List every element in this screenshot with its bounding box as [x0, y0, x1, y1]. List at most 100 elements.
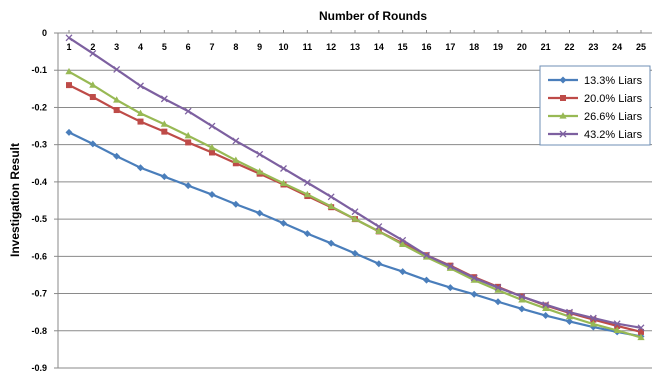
data-point — [208, 143, 216, 151]
data-point — [184, 107, 192, 115]
data-point — [613, 320, 621, 328]
data-point — [208, 122, 216, 130]
x-tick-label: 8 — [233, 42, 238, 52]
legend-marker — [560, 95, 566, 101]
legend-marker — [559, 130, 567, 138]
data-point — [494, 286, 502, 293]
x-tick-label: 15 — [398, 42, 408, 52]
data-point — [256, 168, 264, 175]
data-point — [351, 208, 359, 216]
data-point — [375, 260, 383, 268]
data-point — [232, 160, 239, 167]
data-point — [446, 264, 454, 271]
x-tick-label: 2 — [90, 42, 95, 52]
data-point — [89, 50, 97, 57]
x-tick-label: 13 — [350, 42, 360, 52]
data-point — [494, 298, 502, 306]
data-point — [185, 139, 192, 146]
x-tick-label: 23 — [588, 42, 598, 52]
data-point — [113, 96, 121, 103]
data-point — [89, 94, 96, 101]
data-point — [303, 179, 311, 187]
data-point — [423, 276, 430, 284]
y-tick-label: -0.6 — [31, 251, 47, 261]
y-tick-label: -0.1 — [31, 65, 47, 75]
data-point — [518, 296, 526, 303]
data-point — [542, 312, 550, 320]
data-point — [280, 165, 287, 172]
x-tick-label: 18 — [469, 42, 479, 52]
data-point — [184, 131, 192, 139]
data-point — [136, 109, 145, 116]
data-point — [470, 276, 478, 283]
data-point — [65, 67, 73, 75]
x-tick-label: 11 — [303, 42, 313, 52]
data-point — [375, 223, 383, 231]
data-point — [375, 227, 383, 234]
data-point — [232, 137, 240, 145]
data-point — [65, 34, 73, 42]
x-tick-label: 25 — [636, 42, 646, 52]
x-tick-label: 14 — [374, 42, 384, 52]
y-tick-label: -0.2 — [31, 102, 47, 112]
data-point — [470, 274, 478, 282]
chart-title: Number of Rounds — [319, 9, 427, 23]
series-line — [68, 131, 642, 338]
legend-entry: 13.3% Liars — [584, 75, 643, 87]
data-point — [303, 230, 311, 238]
data-point — [160, 173, 168, 181]
data-point — [422, 253, 431, 260]
data-point — [160, 95, 168, 103]
data-point — [113, 66, 121, 73]
y-tick-label: -0.8 — [31, 326, 47, 336]
data-point — [327, 239, 335, 247]
x-tick-label: 21 — [541, 42, 551, 52]
data-point — [137, 82, 144, 90]
data-point — [351, 215, 359, 222]
data-point — [137, 164, 144, 172]
x-tick-label: 16 — [421, 42, 431, 52]
x-tick-labels: 1 2 3 4 5 6 7 8 9 10 11 12 13 14 15 16 17 18 19 20 21 22 23 24 2… — [66, 42, 646, 52]
x-tick-label: 24 — [612, 42, 622, 52]
data-point — [184, 182, 192, 190]
legend-entry: 20.0% Liars — [584, 93, 643, 105]
data-point — [256, 150, 264, 158]
data-point — [208, 191, 216, 199]
data-point — [399, 240, 407, 248]
data-point — [327, 202, 335, 210]
data-point — [614, 322, 621, 329]
series-3 — [65, 67, 645, 341]
y-tick-label: 0 — [42, 28, 47, 38]
x-tick-label: 22 — [564, 42, 574, 52]
data-point — [518, 305, 526, 313]
y-axis-label: Investigation Result — [8, 143, 22, 257]
data-point — [637, 324, 645, 332]
data-point — [232, 156, 240, 163]
data-point — [590, 316, 597, 323]
x-tick-label: 12 — [326, 42, 336, 52]
data-point — [518, 293, 526, 300]
data-point — [638, 328, 644, 335]
x-tick-label: 9 — [257, 42, 262, 52]
y-tick-labels: 0 -0.1 -0.2 -0.3 -0.4 -0.5 -0.6 -0.7 -0.8 -0.9 — [31, 28, 47, 373]
series-4 — [65, 34, 645, 332]
data-point — [399, 268, 407, 276]
data-point — [566, 317, 573, 325]
x-tick-label: 5 — [162, 42, 167, 52]
data-point — [589, 320, 597, 327]
data-point — [637, 333, 645, 341]
data-point — [566, 308, 573, 316]
x-tick-label: 4 — [138, 42, 143, 52]
legend-marker — [559, 112, 567, 119]
legend: 13.3% Liars 20.0% Liars 26.6% Liars 43.2% L… — [539, 65, 651, 146]
x-tick-label: 3 — [114, 42, 119, 52]
y-tick-label: -0.4 — [31, 177, 47, 187]
data-point — [232, 200, 240, 208]
x-tick-label: 10 — [278, 42, 288, 52]
x-tick-label: 1 — [66, 42, 71, 52]
data-point — [137, 118, 144, 125]
data-point — [446, 262, 454, 270]
data-point — [494, 284, 502, 292]
data-point — [303, 190, 311, 198]
